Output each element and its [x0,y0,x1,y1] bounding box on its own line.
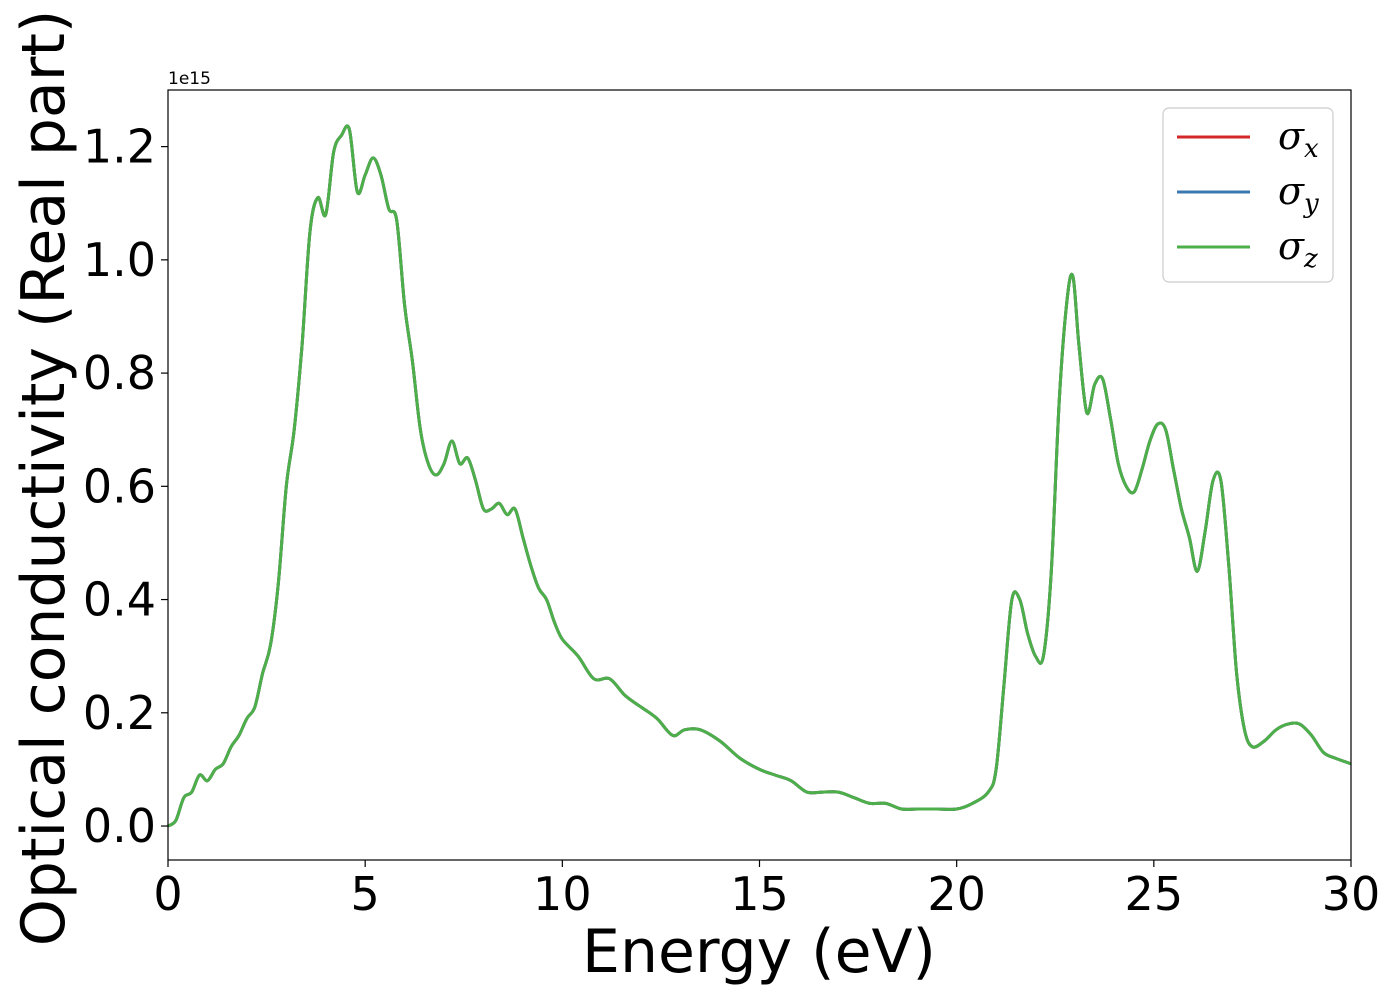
x-tick-label: 0 [153,867,182,921]
legend-label-z: σz [1278,224,1318,274]
y-axis-ticks: 0.0 0.2 0.4 0.6 0.8 1.0 1.2 [83,120,168,853]
x-tick-label: 15 [730,867,789,921]
y-axis-label: Optical conductivity (Real part) [9,10,79,947]
series-layer [167,124,1352,828]
legend-subscript-z: z [1303,244,1318,274]
x-axis-label: Energy (eV) [582,917,936,987]
legend-subscript-x: x [1304,134,1319,164]
x-tick-label: 5 [351,867,380,921]
y-tick-label: 0.8 [83,346,156,400]
x-axis-ticks: 0 5 10 15 20 25 30 [153,860,1380,921]
legend-subscript-y: y [1303,189,1319,219]
y-offset-text: 1e15 [168,69,211,89]
x-tick-label: 25 [1125,867,1184,921]
y-tick-label: 1.0 [83,233,156,287]
x-tick-label: 10 [533,867,592,921]
series-line-z [167,124,1352,828]
x-tick-label: 20 [927,867,986,921]
y-tick-label: 1.2 [83,120,156,174]
y-tick-label: 0.6 [83,459,156,513]
y-tick-label: 0.0 [83,799,156,853]
y-tick-label: 0.4 [83,573,156,627]
x-tick-label: 30 [1322,867,1381,921]
legend-box [1162,107,1334,283]
y-tick-label: 0.2 [83,686,156,740]
